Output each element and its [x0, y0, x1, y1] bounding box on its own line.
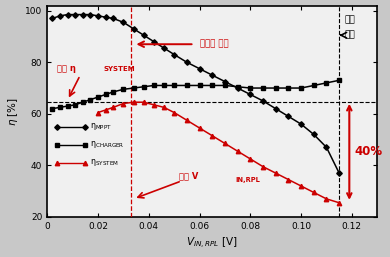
Text: IN,RPL: IN,RPL — [235, 177, 260, 182]
Text: $\mathdefault{\eta_{MPPT}}$: $\mathdefault{\eta_{MPPT}}$ — [90, 121, 113, 132]
Text: 최적 V: 최적 V — [179, 171, 199, 180]
X-axis label: $V_{IN,RPL}$ [V]: $V_{IN,RPL}$ [V] — [186, 236, 238, 251]
Text: 기존: 기존 — [344, 15, 355, 24]
Text: 최대 η: 최대 η — [57, 64, 76, 73]
Text: 40%: 40% — [355, 145, 383, 158]
Text: SYSTEM: SYSTEM — [103, 66, 135, 72]
Text: 기술: 기술 — [344, 31, 355, 40]
Text: $\mathdefault{\eta_{SYSTEM}}$: $\mathdefault{\eta_{SYSTEM}}$ — [90, 157, 119, 168]
Y-axis label: $\eta$ [%]: $\eta$ [%] — [5, 97, 20, 126]
Text: $\mathdefault{\eta_{CHARGER}}$: $\mathdefault{\eta_{CHARGER}}$ — [90, 139, 125, 150]
Text: 제안된 기술: 제안된 기술 — [200, 40, 228, 49]
